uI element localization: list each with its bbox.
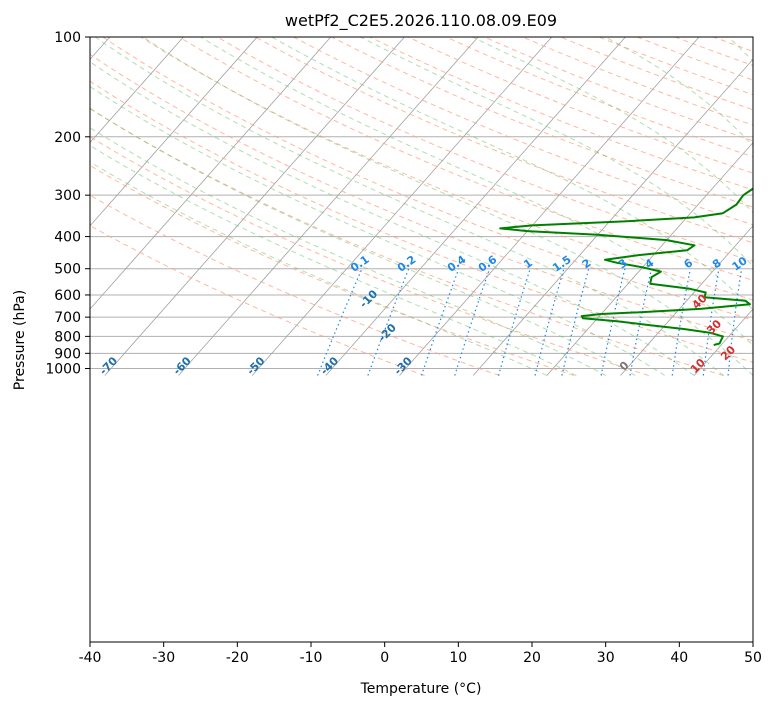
dry-adiabat-line [216,37,753,262]
x-tick-label: 40 [670,650,688,666]
isotherm-line [251,37,553,376]
x-tick-label: -10 [300,650,323,666]
mixing-ratio-line [498,268,531,376]
mixing-ratio-line [367,268,410,376]
dry-adiabat-line [90,194,500,376]
y-axis-label: Pressure (hPa) [12,290,28,390]
isotherm-line [90,37,332,310]
moist-adiabat-line [90,144,577,376]
moist-adiabat-line [90,61,695,376]
x-axis-ticks: -40 -30 -20 -10 0 10 20 30 40 50 [79,642,762,666]
dry-adiabat-line [255,37,753,244]
mixing-ratio-line [758,269,769,376]
dry-adiabat-line [90,164,575,376]
x-tick-label: 0 [380,650,389,666]
x-tick-label: -20 [226,650,249,666]
x-tick-label: 50 [744,650,762,666]
isotherm-line [768,37,775,376]
isotherm-line [104,37,405,376]
y-tick-label: 200 [54,130,81,146]
moist-adiabat-line [90,161,548,376]
dry-adiabat-line [90,225,425,376]
moist-adiabat-line [94,37,724,376]
dry-adiabat-line [369,37,753,191]
dry-adiabat-line [331,37,753,208]
mixing-ratio-line [454,268,491,376]
x-tick-label: 10 [449,650,467,666]
x-tick-label: 30 [597,650,615,666]
dry-adiabat-line [90,136,649,376]
plot-background [90,37,753,642]
sounding-series [499,187,753,347]
chart-title: wetPf2_C2E5.2026.110.08.09.E09 [285,11,557,31]
y-tick-label: 700 [54,310,81,326]
dewpoint-profile-line [499,187,753,347]
dry-adiabat-line [90,80,753,363]
moist-adiabat-line [360,37,753,267]
isotherm-line [90,37,258,227]
x-tick-label: 20 [523,650,541,666]
moist-adiabat-line [90,127,607,376]
y-tick-label: 500 [54,262,81,278]
x-tick-label: -40 [79,650,102,666]
moist-adiabat-line [142,37,753,376]
mixing-ratio-line [421,268,460,376]
y-tick-label: 900 [54,346,81,362]
mixing-ratio-line [534,268,565,376]
y-tick-label: 800 [54,329,81,345]
moist-adiabat-line [90,85,665,376]
y-tick-label: 400 [54,230,81,246]
isotherm-line [325,37,626,376]
background-lines [90,37,775,376]
y-tick-label: 600 [54,288,81,304]
isotherm-line [620,225,753,376]
y-tick-label: 100 [54,30,81,46]
isotherm-line [472,58,753,376]
isotherm-line [90,37,184,144]
dry-adiabat-line [90,108,724,376]
x-axis-label: Temperature (°C) [360,681,482,697]
dry-adiabat-line [90,53,753,342]
dry-adiabat-line [140,37,753,301]
moist-adiabat-line [271,37,753,311]
mixing-ratio-line [317,268,363,376]
moist-adiabat-line [90,107,636,376]
isotherm-line [178,37,479,376]
isotherm-line [693,308,753,376]
x-tick-label: -30 [152,650,175,666]
plot-frame [89,36,754,643]
y-tick-label: 1000 [45,362,81,378]
y-tick-label: 300 [54,188,81,204]
